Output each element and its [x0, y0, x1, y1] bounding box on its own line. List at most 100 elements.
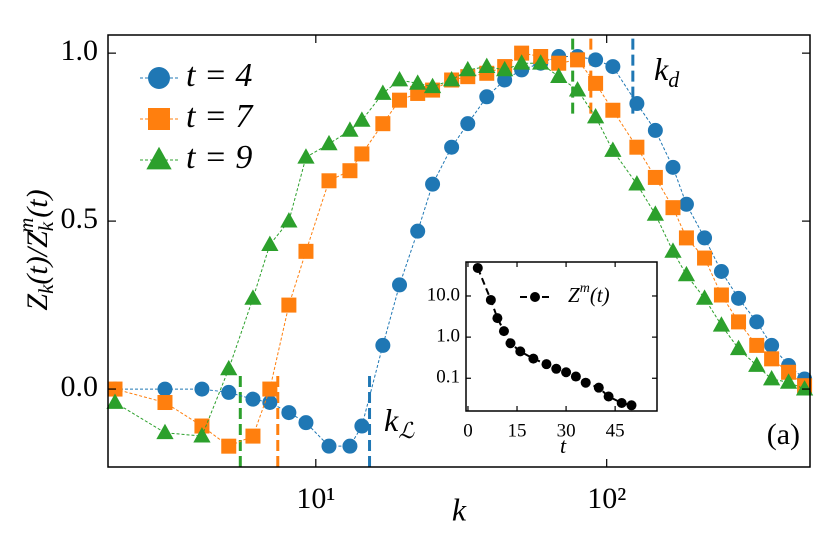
- marker: [628, 175, 646, 191]
- marker: [764, 351, 780, 367]
- marker: [194, 381, 210, 397]
- marker: [375, 337, 391, 353]
- marker: [541, 359, 552, 370]
- plot-area: [466, 262, 657, 411]
- marker: [157, 395, 173, 411]
- y-axis-label: Zk(t)/Zkm(t): [14, 189, 58, 310]
- x-tick-label: 15: [508, 420, 527, 441]
- series-line: [114, 52, 805, 447]
- marker: [392, 277, 408, 293]
- marker: [580, 377, 591, 388]
- marker: [629, 96, 645, 112]
- marker: [244, 289, 262, 305]
- marker: [505, 338, 516, 349]
- y-tick-label: 1.0: [436, 325, 460, 346]
- marker: [193, 427, 211, 443]
- y-axis-label-part: Z: [21, 294, 54, 311]
- marker: [281, 297, 297, 313]
- annotation-sub: ℒ: [398, 418, 415, 443]
- legend-label-part: (t): [590, 283, 610, 307]
- marker: [647, 122, 663, 138]
- y-axis-label-part: m: [14, 218, 38, 233]
- legend-marker: [146, 146, 172, 170]
- marker: [678, 230, 694, 246]
- marker: [513, 54, 531, 70]
- annotation: kℒ: [384, 402, 415, 443]
- y-tick-label: 0.0: [61, 370, 99, 403]
- axes-frame: [465, 261, 658, 412]
- marker: [262, 381, 278, 397]
- marker: [106, 393, 124, 409]
- marker: [731, 314, 747, 330]
- legend-label: t = 7: [186, 98, 254, 135]
- marker: [588, 52, 604, 68]
- annotation: kd: [654, 51, 680, 92]
- marker: [157, 381, 173, 397]
- x-tick-label: 10²: [587, 482, 626, 515]
- marker: [713, 263, 729, 279]
- marker: [492, 313, 503, 324]
- annotation-sub: d: [668, 67, 680, 92]
- marker: [664, 242, 682, 258]
- y-tick-label: 0.1: [436, 367, 460, 388]
- marker: [156, 423, 174, 440]
- annotation-text: k: [654, 51, 669, 87]
- marker: [498, 326, 509, 337]
- marker: [616, 398, 627, 409]
- y-axis-label-part: k: [34, 284, 58, 294]
- legend-marker: [148, 67, 170, 89]
- marker: [551, 55, 567, 71]
- marker: [281, 405, 297, 421]
- marker: [392, 92, 408, 108]
- legend-label: t = 4: [186, 57, 252, 94]
- marker: [444, 139, 460, 155]
- x-axis-label: k: [452, 491, 467, 527]
- annotation-text: k: [384, 402, 399, 438]
- series-line: [476, 267, 632, 407]
- marker: [514, 45, 530, 61]
- axes-frame: [107, 34, 811, 468]
- marker: [425, 176, 441, 192]
- marker: [568, 81, 587, 97]
- marker: [695, 289, 714, 305]
- marker: [712, 316, 731, 332]
- marker: [280, 212, 298, 228]
- marker: [390, 71, 409, 87]
- marker: [570, 371, 581, 382]
- legend-marker: [530, 292, 540, 302]
- marker: [697, 250, 713, 266]
- y-tick-label: 0.5: [61, 202, 99, 235]
- marker: [561, 367, 572, 378]
- marker: [496, 60, 514, 77]
- marker: [570, 52, 586, 68]
- marker: [478, 57, 496, 73]
- x-tick-label: 0: [463, 420, 473, 441]
- x-tick-label: 30: [557, 420, 576, 441]
- marker: [261, 235, 279, 251]
- marker: [353, 111, 371, 127]
- marker: [342, 163, 358, 179]
- y-axis-label-part: (t): [21, 189, 54, 217]
- marker: [472, 262, 483, 273]
- marker: [342, 438, 358, 454]
- marker: [748, 356, 766, 372]
- marker: [341, 121, 359, 137]
- marker: [677, 265, 696, 282]
- x-tick-label: 45: [606, 420, 625, 441]
- marker: [697, 230, 713, 246]
- y-axis-label-part: k: [34, 221, 58, 231]
- marker: [320, 134, 338, 151]
- y-axis-label-part: (t)/Z: [21, 231, 54, 285]
- marker: [550, 67, 568, 84]
- legend-label-part: Z: [568, 283, 580, 307]
- marker: [713, 287, 729, 303]
- marker: [354, 146, 370, 162]
- marker: [532, 54, 550, 70]
- marker: [321, 173, 337, 189]
- legend-label: Zm(t): [568, 281, 610, 307]
- marker: [528, 353, 539, 364]
- marker: [262, 395, 278, 411]
- marker: [374, 84, 392, 100]
- marker: [354, 418, 370, 434]
- marker: [515, 346, 526, 357]
